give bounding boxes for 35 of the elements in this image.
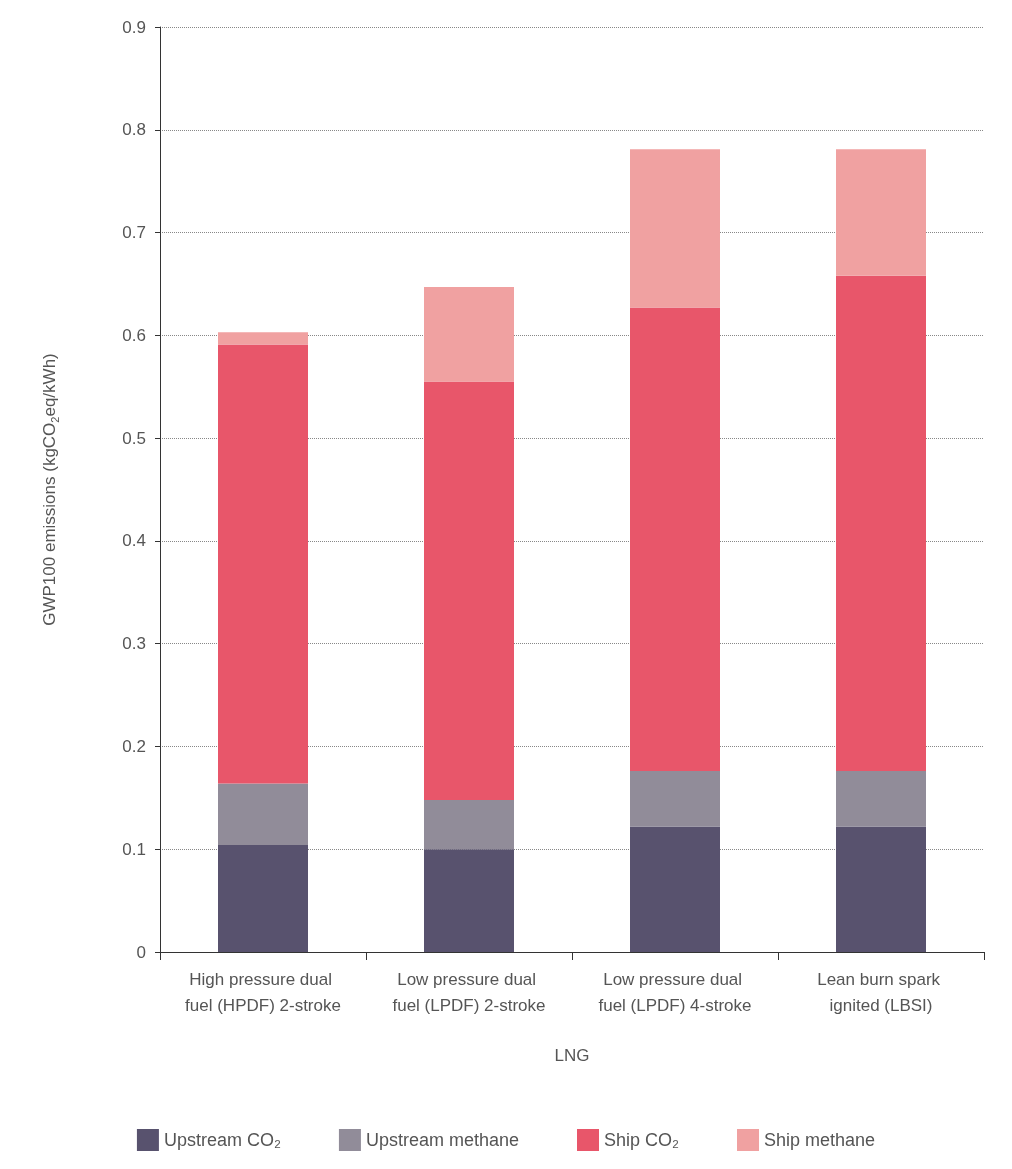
bar bbox=[218, 845, 308, 952]
x-tick-label: Lean burn spark ignited (LBSI) bbox=[817, 969, 945, 1015]
bar bbox=[630, 826, 720, 952]
legend-label: Ship methane bbox=[764, 1130, 876, 1150]
bar bbox=[836, 771, 926, 827]
bar bbox=[218, 332, 308, 345]
y-tick-label: 0.3 bbox=[122, 634, 146, 654]
x-tick-label: High pressure dual fuel (HPDF) 2-stroke bbox=[185, 969, 341, 1015]
y-tick-label: 0.2 bbox=[122, 736, 146, 756]
x-axis-title: LNG bbox=[554, 1046, 590, 1065]
bar bbox=[424, 287, 514, 382]
y-tick-label: 0.1 bbox=[122, 839, 146, 859]
y-tick-label: 0.9 bbox=[122, 17, 146, 37]
bar bbox=[836, 826, 926, 952]
bar bbox=[836, 275, 926, 772]
x-tick-label: Low pressure dual fuel (LPDF) 2-stroke bbox=[392, 969, 546, 1015]
y-tick-label: 0.4 bbox=[122, 531, 146, 551]
y-tick-label: 0.7 bbox=[122, 223, 146, 243]
legend-label: Upstream methane bbox=[365, 1130, 519, 1150]
bar bbox=[218, 344, 308, 784]
bar bbox=[424, 849, 514, 952]
bar bbox=[836, 149, 926, 276]
x-tick-label: Low pressure dual fuel (LPDF) 4-stroke bbox=[598, 969, 752, 1015]
y-tick-label: 0.5 bbox=[122, 428, 146, 448]
bar bbox=[424, 381, 514, 800]
legend-label: Ship CO₂ bbox=[603, 1130, 680, 1150]
bar bbox=[424, 799, 514, 850]
y-tick-label: 0.8 bbox=[122, 120, 146, 140]
y-tick-label: 0 bbox=[136, 942, 146, 962]
bar bbox=[630, 149, 720, 308]
y-tick-label: 0.6 bbox=[122, 325, 146, 345]
bar bbox=[218, 783, 308, 846]
legend-label: Upstream CO₂ bbox=[163, 1130, 281, 1150]
bar bbox=[630, 771, 720, 827]
bar bbox=[630, 307, 720, 772]
